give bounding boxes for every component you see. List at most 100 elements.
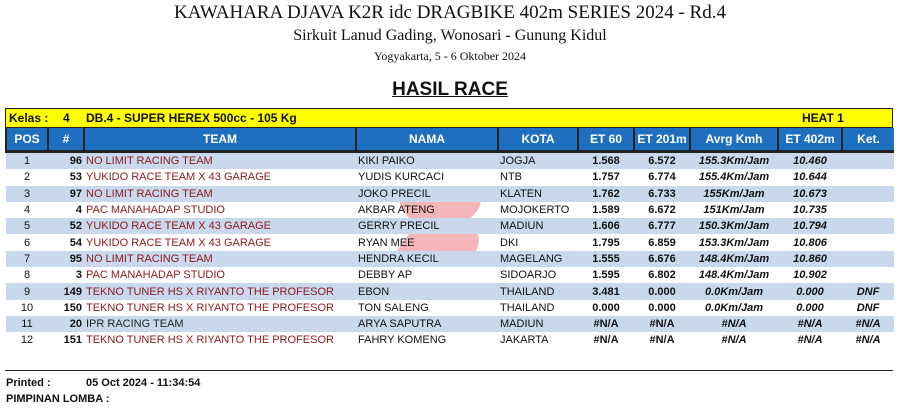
cell-et-402m: 10.806 — [793, 236, 827, 249]
cell-et-201m: 6.733 — [634, 185, 690, 202]
cell-kota: MAGELANG — [498, 250, 578, 268]
class-name: DB.4 - SUPER HEREX 500cc - 105 Kg — [86, 111, 297, 125]
cell-: 3 — [75, 269, 82, 282]
results-table: POS # TEAM NAMA KOTA ET 60 ET 201m Avrg Kmh ET 4… — [5, 128, 894, 349]
cell-et-402m: 10.460 — [778, 151, 842, 170]
cell-kota: JOGJA — [498, 151, 578, 170]
cell-pos: 7 — [6, 250, 48, 268]
cell-: 150 — [63, 301, 82, 314]
cell-et-201m: 0.000 — [634, 283, 690, 300]
cell-: 54 — [69, 236, 82, 249]
event-title: KAWAHARA DJAVA K2R idc DRAGBIKE 402m SER… — [174, 2, 726, 23]
cell-et-60: 1.795 — [592, 236, 620, 249]
cell-avrg-kmh: 0.0Km/Jam — [704, 301, 764, 314]
cell-team: NO LIMIT RACING TEAM — [84, 250, 356, 268]
cell-: 149 — [48, 283, 84, 300]
cell-et-60: #N/A — [578, 315, 634, 333]
cell-team: NO LIMIT RACING TEAM — [84, 151, 356, 170]
cell-et-201m: 6.676 — [634, 250, 690, 268]
cell-et-60: 1.589 — [592, 204, 620, 217]
cell-et-201m: 6.572 — [634, 151, 690, 170]
cell-avrg-kmh: 151Km/Jam — [703, 204, 765, 217]
cell-et-402m: #N/A — [778, 315, 842, 333]
cell-ket: #N/A — [842, 315, 894, 333]
cell-pos: 2 — [23, 171, 31, 184]
cell-et-201m: #N/A — [649, 334, 675, 347]
cell-et-402m: 0.000 — [778, 283, 842, 300]
cell-kota: KLATEN — [498, 185, 578, 202]
cell-pos: 4 — [23, 204, 31, 217]
cell-kota: MADIUN — [498, 315, 578, 333]
cell-et-402m: 10.644 — [793, 171, 827, 184]
column-header: # — [47, 128, 84, 153]
cell-et-201m: 6.774 — [648, 171, 676, 184]
cell-et-60: #N/A — [593, 334, 619, 347]
column-header: POS — [5, 128, 48, 153]
cell-avrg-kmh: 153.3Km/Jam — [698, 236, 770, 249]
cell-kota: SIDOARJO — [500, 269, 557, 282]
table-row: 5 52 YUKIDO RACE TEAM X 43 GARAGE GERRY PRE… — [6, 218, 894, 235]
table-row: 10 150 TEKNO TUNER HS X RIYANTO THE PROFES… — [6, 300, 894, 316]
class-bar: Kelas : 4 DB.4 - SUPER HEREX 500cc - 105… — [5, 108, 893, 128]
cell-pos: 12 — [20, 334, 34, 347]
cell-kota: NTB — [500, 171, 522, 184]
cell-avrg-kmh: #N/A — [690, 315, 778, 333]
cell-: 20 — [48, 315, 84, 333]
footer-divider — [5, 370, 893, 371]
cell-nama: TON SALENG — [358, 301, 429, 314]
cell-pos: 8 — [23, 269, 31, 282]
cell-team: IPR RACING TEAM — [84, 315, 356, 333]
table-row: 11 20 IPR RACING TEAM ARYA SAPUTRA MADIUN #N/… — [6, 315, 894, 333]
cell-nama: DEBBY AP — [358, 269, 413, 282]
cell-: 52 — [48, 218, 84, 235]
cell-et-60: 1.757 — [592, 171, 620, 184]
cell-ket: DNF — [842, 283, 894, 300]
cell-et-201m: 6.859 — [648, 236, 676, 249]
table-row: 3 97 NO LIMIT RACING TEAM JOKO PRECIL KLATEN… — [6, 185, 894, 202]
pimpinan-label: PIMPINAN LOMBA : — [6, 393, 110, 405]
cell-nama: EBON — [356, 283, 498, 300]
column-header: NAMA — [355, 128, 498, 153]
column-header: TEAM — [83, 128, 356, 153]
cell-ket — [842, 218, 894, 235]
table-row: 9 149 TEKNO TUNER HS X RIYANTO THE PROFESO… — [6, 283, 894, 300]
section-title: HASIL RACE — [392, 79, 508, 100]
cell-avrg-kmh: 148.4Km/Jam — [698, 269, 770, 282]
cell-avrg-kmh: #N/A — [721, 334, 747, 347]
cell-kota: JAKARTA — [500, 334, 549, 347]
cell-nama: KIKI PAIKO — [356, 151, 498, 170]
column-header: ET 402m — [777, 128, 842, 153]
cell-nama: ARYA SAPUTRA — [356, 315, 498, 333]
cell-nama: FAHRY KOMENG — [358, 334, 447, 347]
cell-: 4 — [75, 204, 82, 217]
cell-pos: 10 — [20, 301, 34, 314]
cell-ket: DNF — [856, 301, 880, 314]
cell-ket — [842, 250, 894, 268]
cell-kota: MOJOKERTO — [500, 204, 570, 217]
cell-ket — [842, 202, 894, 218]
printed-label: Printed : — [6, 377, 51, 389]
cell-ket — [842, 151, 894, 170]
cell-: 95 — [48, 250, 84, 268]
cell-ket — [842, 267, 894, 283]
cell-avrg-kmh: 150.3Km/Jam — [690, 218, 778, 235]
cell-et-60: 1.555 — [578, 250, 634, 268]
cell-et-60: 1.762 — [578, 185, 634, 202]
table-row: 7 95 NO LIMIT RACING TEAM HENDRA KECIL MAGEL… — [6, 250, 894, 268]
cell-: 96 — [48, 151, 84, 170]
heat-label: HEAT 1 — [802, 111, 844, 125]
cell-et-201m: 6.802 — [648, 269, 676, 282]
column-header: Avrg Kmh — [689, 128, 778, 153]
cell-et-60: 0.000 — [592, 301, 620, 314]
cell-et-201m: 0.000 — [648, 301, 676, 314]
cell-kota: THAILAND — [498, 283, 578, 300]
column-header: Ket. — [841, 128, 894, 153]
cell-team: TEKNO TUNER HS X RIYANTO THE PROFESOR — [86, 334, 334, 347]
table-row: 12 151 TEKNO TUNER HS X RIYANTO THE PROFES… — [6, 332, 894, 348]
cell-avrg-kmh: 0.0Km/Jam — [690, 283, 778, 300]
cell-kota: DKI — [500, 236, 519, 249]
table-row: 4 4 PAC MANAHADAP STUDIO AKBAR ATENG MOJOKER… — [6, 202, 894, 218]
cell-et-402m: 10.735 — [793, 204, 827, 217]
cell-: 97 — [48, 185, 84, 202]
cell-ket — [842, 234, 894, 250]
